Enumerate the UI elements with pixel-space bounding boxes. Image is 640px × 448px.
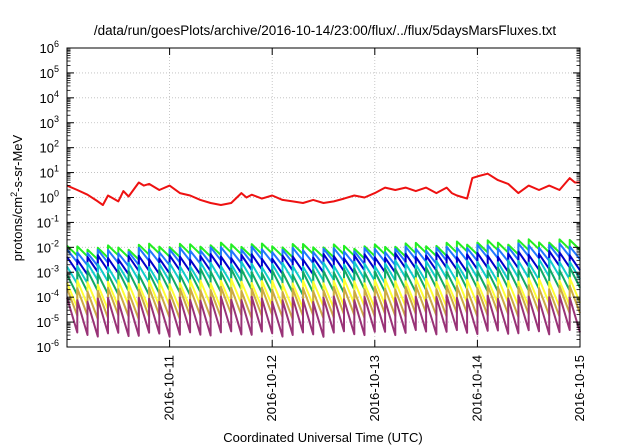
y-tick-label: 105 — [40, 64, 59, 81]
y-tick-label-base: 10 — [37, 265, 51, 280]
y-axis-label-base: protons/cm — [10, 197, 25, 261]
y-axis-label-rest: -s-sr-MeV — [10, 134, 25, 191]
y-tick-label: 10-3 — [37, 263, 59, 280]
y-axis-label: protons/cm2-s-sr-MeV — [9, 134, 25, 261]
x-tick-label: 2016-10-12 — [264, 355, 279, 422]
y-tick-label-exponent: -4 — [51, 288, 59, 298]
y-tick-label-base: 10 — [37, 340, 51, 355]
series-line — [66, 264, 581, 297]
y-tick-label: 10-5 — [37, 313, 59, 330]
series-line — [66, 294, 581, 338]
y-tick-label: 103 — [40, 114, 59, 131]
y-tick-label-base: 10 — [37, 290, 51, 305]
y-tick-label-base: 10 — [40, 41, 54, 56]
y-tick-label-base: 10 — [40, 66, 54, 81]
x-tick-label: 2016-10-14 — [469, 355, 484, 422]
y-tick-label-exponent: -2 — [51, 238, 59, 248]
y-tick-label: 106 — [40, 39, 59, 56]
y-tick-label: 100 — [40, 189, 59, 206]
y-tick-label: 104 — [40, 89, 59, 106]
y-tick-labels: 10-610-510-410-310-210-11001011021031041… — [37, 39, 59, 355]
series-line — [66, 172, 580, 206]
y-tick-label-exponent: -5 — [51, 313, 59, 323]
y-tick-label-exponent: -6 — [51, 338, 59, 348]
y-tick-label-exponent: 0 — [54, 189, 59, 199]
y-tick-label-exponent: -1 — [51, 213, 59, 223]
chart-title: /data/run/goesPlots/archive/2016-10-14/2… — [94, 23, 556, 38]
x-axis-label: Coordinated Universal Time (UTC) — [223, 430, 422, 445]
y-tick-label-base: 10 — [37, 315, 51, 330]
y-tick-label-exponent: 6 — [54, 39, 59, 49]
y-tick-label-exponent: 5 — [54, 64, 59, 74]
y-tick-label: 10-6 — [37, 338, 59, 355]
y-tick-label-exponent: 4 — [54, 89, 59, 99]
y-tick-label-base: 10 — [37, 215, 51, 230]
y-tick-label-base: 10 — [40, 141, 54, 156]
y-tick-label-base: 10 — [40, 191, 54, 206]
y-tick-label: 101 — [40, 164, 59, 181]
series-layer — [66, 172, 581, 338]
x-tick-labels: 2016-10-11 2016-10-12 2016-10-13 2016-10-14… — [162, 355, 587, 422]
x-tick-label: 2016-10-13 — [367, 355, 382, 422]
x-tick-label: 2016-10-11 — [162, 355, 177, 421]
y-tick-label: 10-4 — [37, 288, 59, 305]
y-tick-label-base: 10 — [40, 116, 54, 131]
y-tick-label-exponent: 3 — [54, 114, 59, 124]
x-tick-label: 2016-10-15 — [572, 355, 587, 422]
y-tick-label-base: 10 — [40, 91, 54, 106]
y-tick-label: 10-2 — [37, 238, 59, 255]
y-tick-label-exponent: 2 — [54, 139, 59, 149]
y-tick-label-exponent: -3 — [51, 263, 59, 273]
ticks — [67, 47, 581, 348]
y-tick-label-exponent: 1 — [54, 164, 59, 174]
y-tick-label-base: 10 — [40, 166, 54, 181]
y-tick-label-base: 10 — [37, 240, 51, 255]
y-axis-label-sup: 2 — [9, 192, 19, 197]
y-tick-label: 10-1 — [37, 213, 59, 230]
y-tick-label: 102 — [40, 139, 59, 156]
